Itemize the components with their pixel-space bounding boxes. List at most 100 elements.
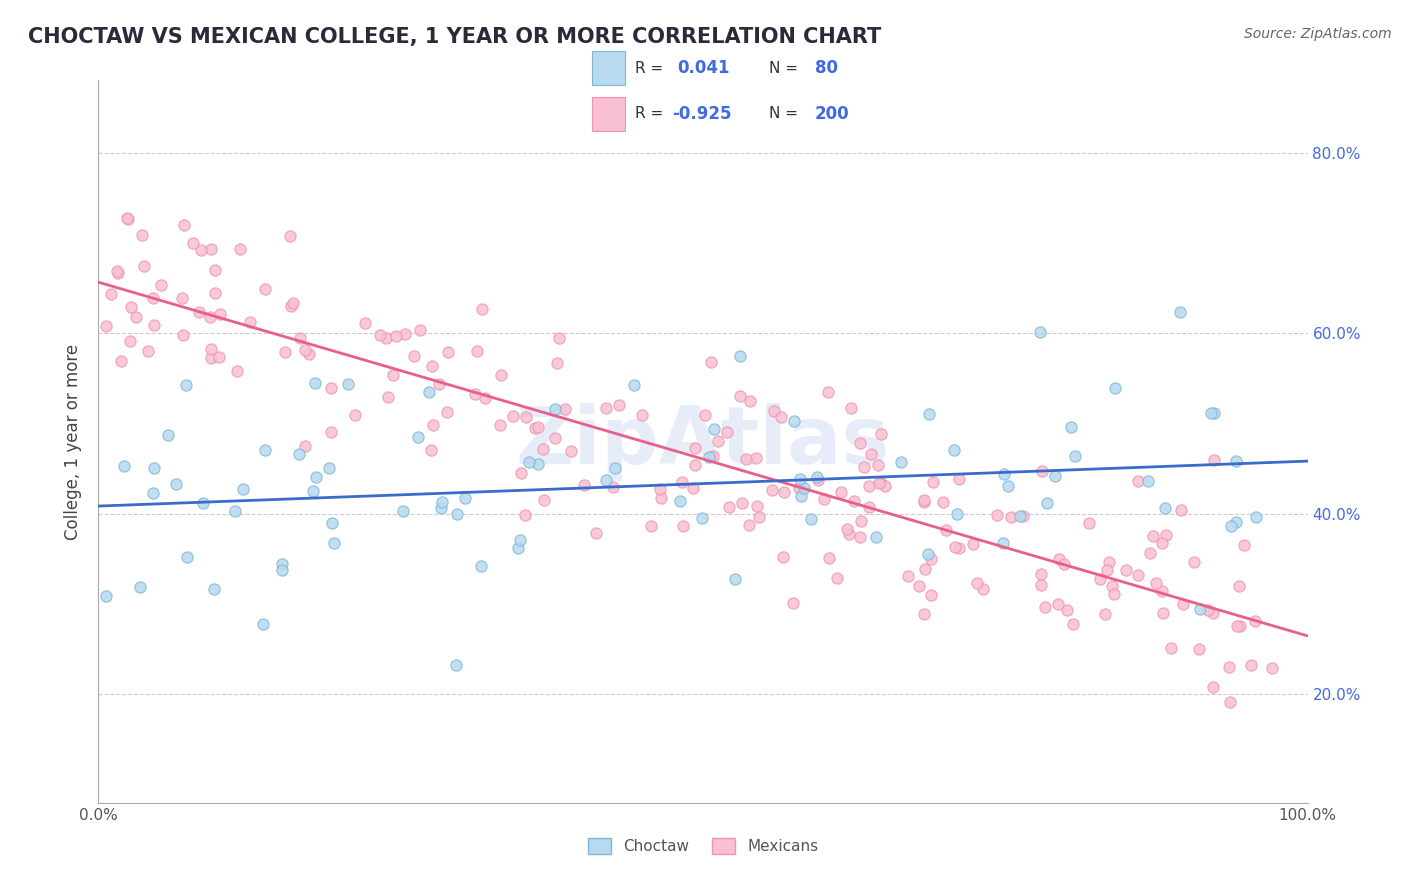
Point bbox=[301, 484, 323, 499]
Y-axis label: College, 1 year or more: College, 1 year or more bbox=[65, 343, 83, 540]
Point bbox=[1033, 600, 1056, 615]
Point bbox=[253, 442, 276, 457]
Point bbox=[515, 409, 537, 424]
Point bbox=[394, 326, 416, 341]
Point bbox=[202, 582, 225, 596]
Point bbox=[489, 368, 512, 382]
Point bbox=[1144, 576, 1167, 591]
Point bbox=[1000, 510, 1022, 524]
Point bbox=[920, 588, 942, 602]
Point bbox=[825, 571, 848, 585]
Point bbox=[1104, 381, 1126, 395]
Point bbox=[420, 443, 443, 458]
Point bbox=[873, 479, 896, 493]
Point bbox=[112, 459, 135, 474]
Point bbox=[1202, 606, 1225, 620]
Point bbox=[734, 452, 756, 467]
Point bbox=[1088, 572, 1111, 586]
Point bbox=[787, 481, 810, 495]
Point bbox=[254, 282, 277, 296]
Point bbox=[107, 266, 129, 280]
Point bbox=[817, 551, 839, 566]
Point bbox=[761, 483, 783, 497]
Point bbox=[1170, 502, 1192, 516]
Point bbox=[745, 451, 768, 466]
Point bbox=[595, 473, 617, 487]
Point bbox=[838, 527, 860, 541]
Point bbox=[1137, 475, 1160, 489]
Point bbox=[354, 316, 377, 330]
Point bbox=[1182, 555, 1205, 569]
Point bbox=[868, 458, 890, 472]
Text: ZipAtlas: ZipAtlas bbox=[516, 402, 890, 481]
Point bbox=[430, 500, 453, 515]
Point bbox=[200, 342, 222, 356]
Point bbox=[1056, 603, 1078, 617]
Point bbox=[406, 430, 429, 444]
Point bbox=[488, 418, 510, 433]
Point bbox=[793, 481, 815, 495]
Point bbox=[572, 478, 595, 492]
Point bbox=[817, 384, 839, 399]
Point bbox=[1139, 546, 1161, 560]
Point bbox=[304, 376, 326, 390]
Point bbox=[94, 589, 117, 603]
Point bbox=[1128, 568, 1150, 582]
Point bbox=[1059, 419, 1081, 434]
Point bbox=[948, 541, 970, 556]
Point bbox=[1064, 449, 1087, 463]
Point bbox=[1202, 406, 1225, 420]
Point bbox=[143, 461, 166, 475]
Text: 200: 200 bbox=[815, 105, 849, 123]
Point bbox=[724, 572, 747, 586]
Point bbox=[321, 516, 343, 530]
Point bbox=[731, 496, 754, 510]
Point bbox=[813, 492, 835, 507]
Point bbox=[683, 458, 706, 472]
Point bbox=[531, 442, 554, 457]
Point bbox=[1220, 519, 1243, 533]
Point bbox=[515, 508, 537, 522]
Point bbox=[738, 394, 761, 409]
Point bbox=[1201, 406, 1223, 420]
Text: R =: R = bbox=[634, 61, 668, 76]
Point bbox=[860, 447, 883, 461]
Point bbox=[986, 508, 1008, 523]
Point bbox=[865, 530, 887, 544]
Point bbox=[554, 402, 576, 417]
Point bbox=[966, 575, 988, 590]
Point bbox=[110, 354, 132, 368]
Point bbox=[118, 334, 141, 348]
Point bbox=[418, 385, 440, 400]
Point bbox=[671, 475, 693, 489]
Point bbox=[1171, 597, 1194, 611]
Point bbox=[858, 479, 880, 493]
Point bbox=[1062, 617, 1084, 632]
Point bbox=[745, 499, 768, 513]
Point bbox=[181, 236, 204, 251]
Point bbox=[172, 327, 194, 342]
Point bbox=[1240, 657, 1263, 672]
Point bbox=[1043, 468, 1066, 483]
Point bbox=[470, 559, 492, 574]
Point bbox=[502, 409, 524, 423]
Point bbox=[517, 455, 540, 469]
Point bbox=[897, 569, 920, 583]
Point bbox=[1150, 584, 1173, 599]
Point bbox=[1046, 597, 1069, 611]
Point bbox=[890, 455, 912, 469]
Point bbox=[129, 580, 152, 594]
Point bbox=[422, 418, 444, 433]
Point bbox=[385, 328, 408, 343]
Point bbox=[188, 305, 211, 319]
Point bbox=[917, 547, 939, 561]
Point bbox=[1101, 579, 1123, 593]
Point bbox=[1204, 452, 1226, 467]
Point bbox=[1260, 661, 1282, 675]
Point bbox=[783, 414, 806, 428]
Point bbox=[640, 518, 662, 533]
Point bbox=[1218, 660, 1240, 674]
Point bbox=[648, 482, 671, 496]
Point bbox=[948, 472, 970, 486]
Point bbox=[763, 404, 786, 418]
